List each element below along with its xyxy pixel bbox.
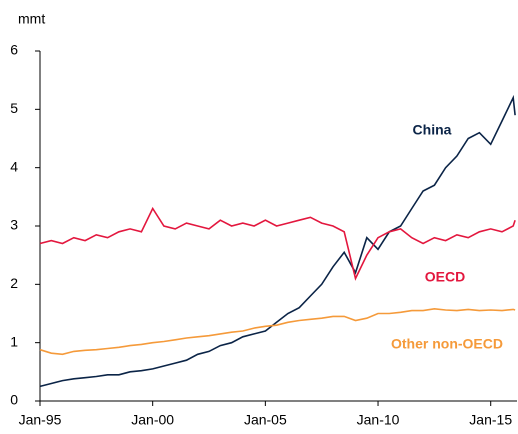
y-tick-label: 4 xyxy=(10,158,18,174)
y-tick-label: 0 xyxy=(10,392,18,408)
series-label: OECD xyxy=(425,269,465,285)
x-tick-label: Jan-05 xyxy=(244,412,287,428)
x-tick-label: Jan-95 xyxy=(19,412,62,428)
series-line xyxy=(39,94,516,388)
y-tick-label: 1 xyxy=(10,333,18,349)
series-label: Other non-OECD xyxy=(391,336,503,352)
series-line xyxy=(39,307,516,356)
y-tick-label: 3 xyxy=(10,217,18,233)
y-tick-label: 6 xyxy=(10,42,18,58)
series-line xyxy=(39,206,516,281)
y-axis-unit: mmt xyxy=(18,11,45,27)
x-tick-label: Jan-10 xyxy=(357,412,400,428)
x-tick-label: Jan-15 xyxy=(469,412,512,428)
series-label: China xyxy=(413,122,452,138)
y-tick-label: 2 xyxy=(10,275,18,291)
x-tick-label: Jan-00 xyxy=(131,412,174,428)
y-tick-label: 5 xyxy=(10,100,18,116)
